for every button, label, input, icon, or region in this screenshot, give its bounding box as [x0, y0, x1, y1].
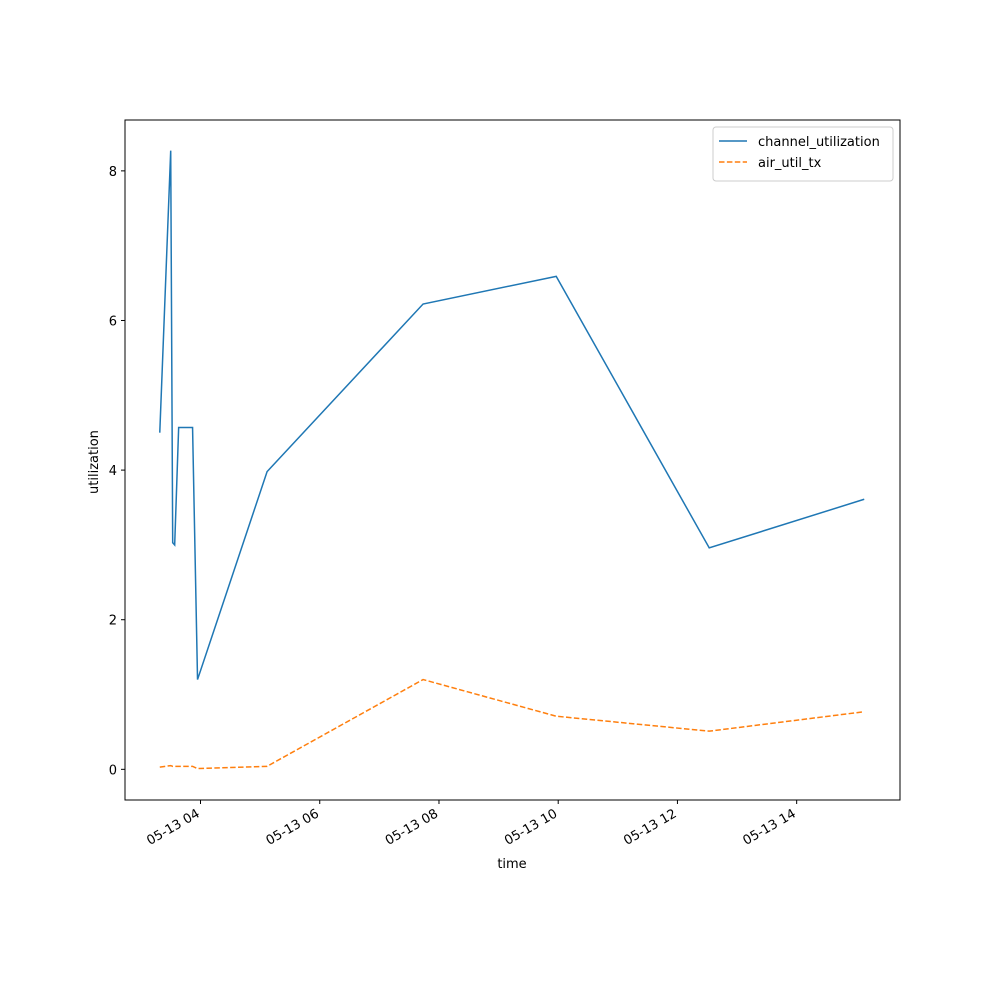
- legend-box: [712, 126, 894, 182]
- x-tick-label: 05-13 12: [621, 806, 679, 848]
- legend-label: channel_utilization: [758, 135, 880, 150]
- y-axis-label: utilization: [87, 430, 102, 494]
- x-axis-label: time: [497, 857, 526, 872]
- x-tick-label: 05-13 06: [264, 806, 322, 848]
- legend-label: air_util_tx: [758, 156, 822, 171]
- y-tick-label: 6: [109, 314, 117, 329]
- y-tick-label: 4: [109, 464, 117, 479]
- y-tick-label: 8: [109, 165, 117, 180]
- line-series: [159, 150, 865, 680]
- y-tick-label: 2: [109, 614, 117, 629]
- x-tick-label: 05-13 08: [383, 806, 441, 848]
- x-tick-label: 05-13 14: [741, 806, 799, 848]
- y-tick-label: 0: [109, 763, 117, 778]
- x-tick-label: 05-13 10: [502, 806, 560, 848]
- plot-area: [124, 119, 901, 801]
- x-tick-label: 05-13 04: [144, 806, 202, 848]
- line-series: [159, 678, 865, 770]
- legend: channel_utilization air_util_tx: [712, 126, 894, 182]
